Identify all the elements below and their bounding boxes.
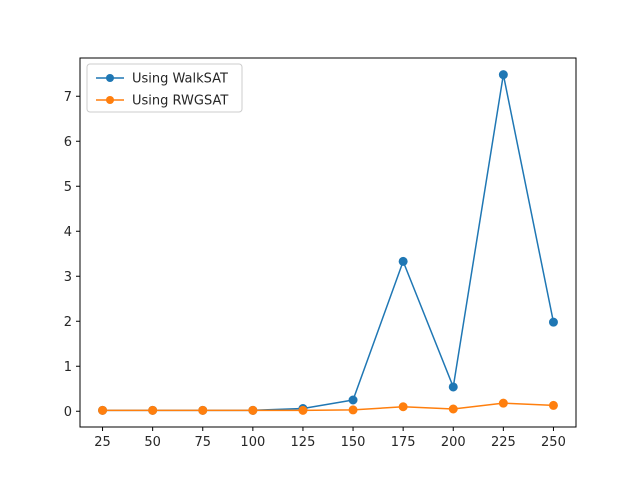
x-tick-label: 25 <box>94 435 111 450</box>
data-point-using-rwgsat <box>548 400 558 410</box>
data-point-using-walksat <box>348 395 358 405</box>
data-point-using-rwgsat <box>298 405 308 415</box>
series-line-using-rwgsat <box>102 402 554 412</box>
data-point-using-rwgsat <box>448 404 458 414</box>
y-tick-label: 7 <box>64 90 72 105</box>
x-tick-label: 125 <box>291 435 316 450</box>
data-point-using-walksat <box>548 317 558 327</box>
legend-swatch-marker <box>106 96 114 104</box>
x-tick-label: 225 <box>491 435 516 450</box>
plot-frame <box>79 57 577 428</box>
x-tick-label: 100 <box>240 435 265 450</box>
y-tick-label: 0 <box>64 405 72 420</box>
x-tick-label: 250 <box>541 435 566 450</box>
x-tick-label: 75 <box>194 435 211 450</box>
legend-box <box>86 63 243 113</box>
data-point-using-rwgsat <box>198 405 208 415</box>
x-axis: 25 50 75 100 125 150 175 200 225 250 <box>94 427 566 450</box>
x-tick-label: 200 <box>441 435 466 450</box>
y-tick-label: 5 <box>64 180 72 195</box>
data-point-using-rwgsat <box>398 402 408 412</box>
y-tick-label: 4 <box>64 225 72 240</box>
y-tick-label: 2 <box>64 315 72 330</box>
legend: Using WalkSAT Using RWGSAT <box>86 63 243 113</box>
y-tick-label: 3 <box>64 270 72 285</box>
data-point-using-rwgsat <box>248 405 258 415</box>
data-point-using-rwgsat <box>498 398 508 408</box>
data-point-using-walksat <box>398 256 408 266</box>
data-point-using-walksat <box>498 70 508 80</box>
data-point-using-rwgsat <box>348 405 358 415</box>
data-point-using-walksat <box>448 382 458 392</box>
legend-label: Using WalkSAT <box>132 72 228 87</box>
data-point-using-rwgsat <box>148 405 158 415</box>
legend-label: Using RWGSAT <box>132 94 228 109</box>
y-tick-label: 1 <box>64 360 72 375</box>
data-point-using-rwgsat <box>98 405 108 415</box>
y-axis: 0 1 2 3 4 5 6 7 <box>64 90 80 420</box>
x-tick-label: 175 <box>391 435 416 450</box>
series-layer <box>98 70 558 415</box>
legend-swatch-marker <box>106 74 114 82</box>
x-tick-label: 50 <box>144 435 161 450</box>
x-tick-label: 150 <box>341 435 366 450</box>
y-tick-label: 6 <box>64 135 72 150</box>
